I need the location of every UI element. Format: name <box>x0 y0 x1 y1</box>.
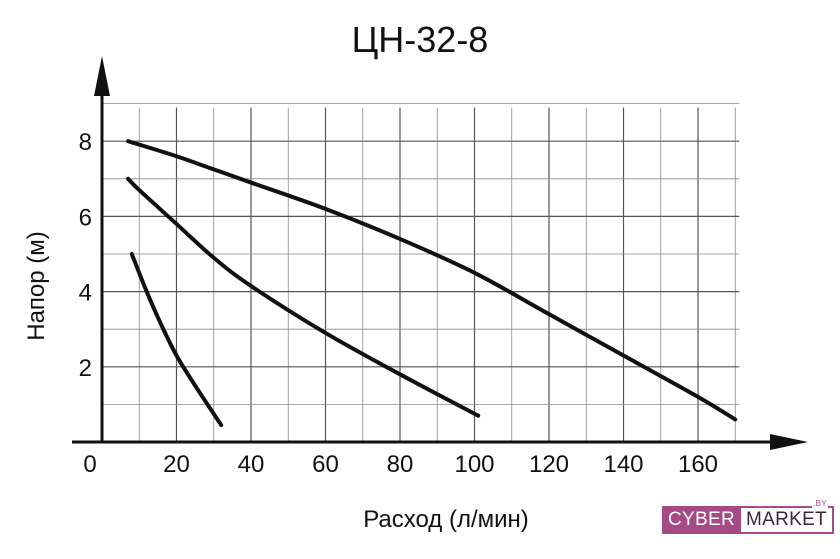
x-tick-label: 40 <box>238 451 265 478</box>
x-axis-label: Расход (л/мин) <box>363 506 529 533</box>
series-line-1 <box>126 139 738 422</box>
grid <box>102 103 740 442</box>
logo-right-text: MARKET .BY <box>740 499 834 534</box>
axes <box>72 56 808 450</box>
x-tick-label: 80 <box>387 451 414 478</box>
x-tick-label: 160 <box>678 451 718 478</box>
series-line-3 <box>129 252 224 428</box>
y-tick-label: 2 <box>79 355 92 382</box>
series-line-2 <box>126 176 481 418</box>
logo-left-text: CYBER <box>662 506 741 534</box>
x-tick-label: 120 <box>529 451 569 478</box>
tick-labels: 0 20 40 60 80 100 120 140 160 2 4 6 8 <box>79 129 718 478</box>
x-tick-label: 20 <box>163 451 190 478</box>
y-axis-label: Напор (м) <box>23 231 50 341</box>
x-tick-label: 60 <box>312 451 339 478</box>
x-axis-arrow <box>770 434 808 450</box>
y-tick-label: 4 <box>79 280 92 307</box>
chart-title: ЦН-32-8 <box>352 19 489 60</box>
cybermarket-logo: CYBER MARKET .BY <box>662 499 834 534</box>
series-group <box>126 139 738 428</box>
logo-right-label: MARKET <box>745 509 827 530</box>
logo-suffix: .BY <box>812 499 828 509</box>
y-axis-arrow <box>94 56 110 96</box>
x-tick-label: 100 <box>454 451 494 478</box>
y-tick-label: 8 <box>79 129 92 156</box>
y-tick-label: 6 <box>79 204 92 231</box>
x-tick-label: 140 <box>603 451 643 478</box>
x-tick-label: 0 <box>83 451 96 478</box>
